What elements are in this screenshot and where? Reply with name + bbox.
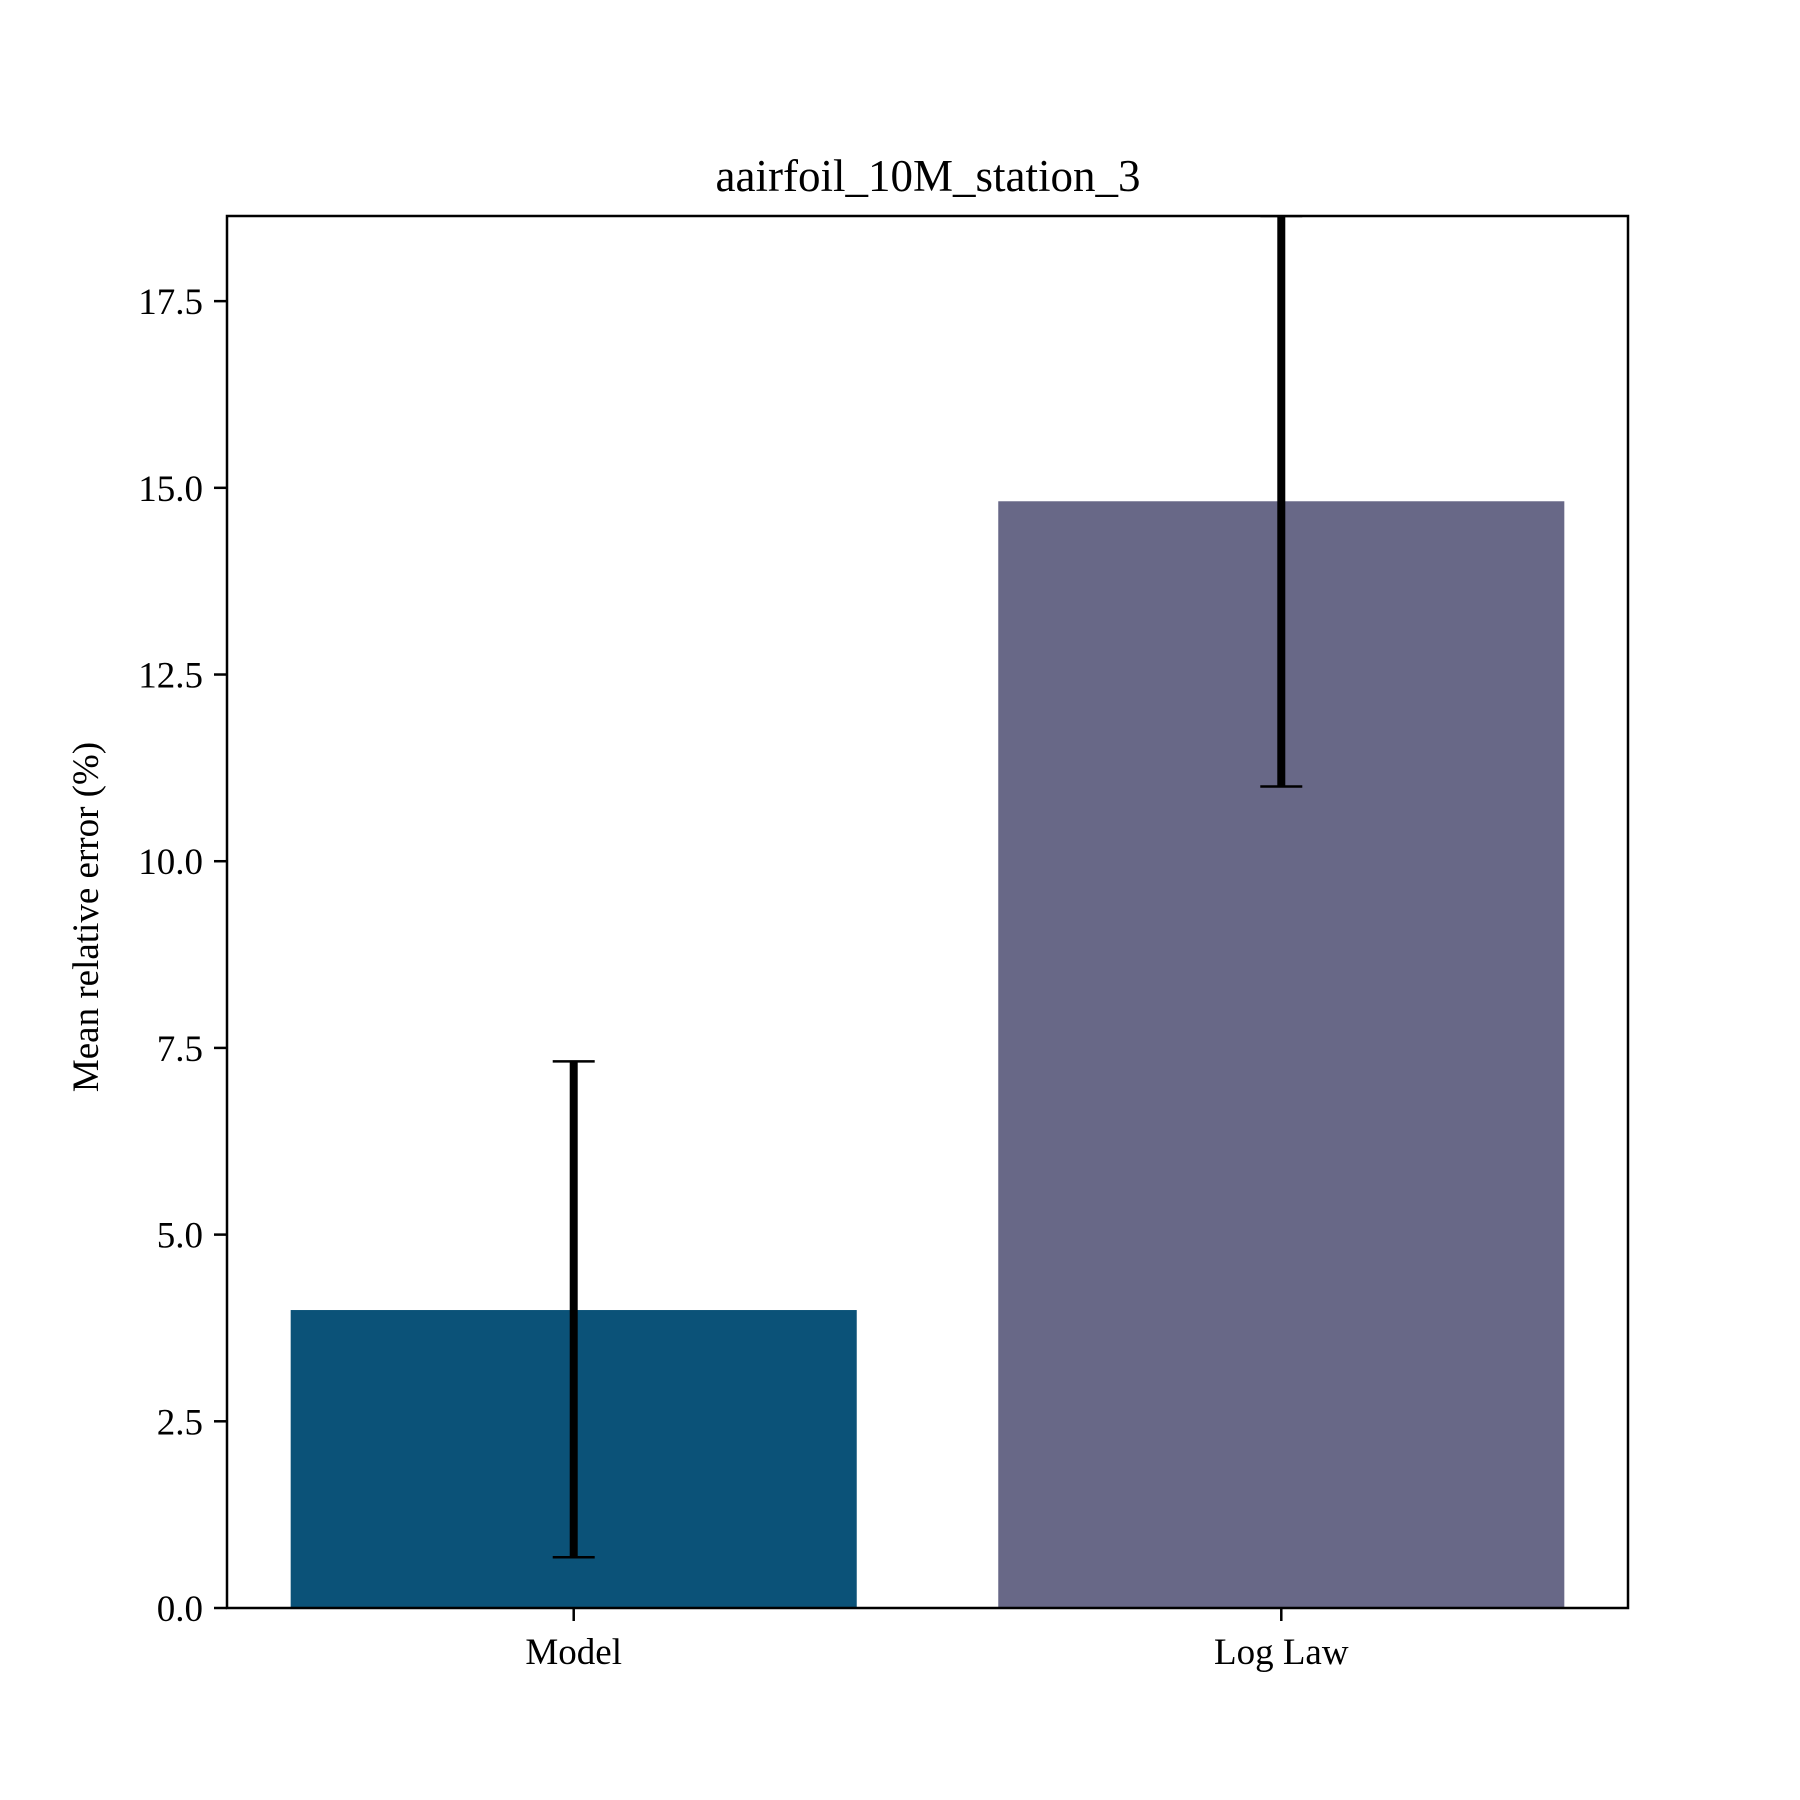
error-bar-log-law	[1260, 216, 1303, 788]
axes: 0.0 2.5 5.0 7.5 10.0 12.5 15.0 17.5 Model Log Law	[138, 214, 1630, 1673]
y-tick-label: 7.5	[157, 1029, 203, 1070]
y-tick-label: 0.0	[157, 1589, 203, 1630]
x-tick-label: Model	[525, 1632, 622, 1673]
error-bar-model	[552, 1060, 595, 1559]
y-tick-label: 10.0	[138, 842, 203, 883]
y-tick-label: 17.5	[138, 282, 203, 323]
plot-area	[290, 216, 1565, 1608]
y-tick-label: 15.0	[138, 469, 203, 510]
y-tick-label: 5.0	[157, 1216, 203, 1257]
y-axis-label: Mean relative error (%)	[66, 742, 107, 1092]
x-tick-label: Log Law	[1214, 1632, 1349, 1673]
chart-title: aairfoil_10M_station_3	[716, 151, 1141, 201]
y-tick-label: 12.5	[138, 656, 203, 697]
axes-frame	[225, 214, 1630, 1610]
y-tick-label: 2.5	[157, 1402, 203, 1443]
